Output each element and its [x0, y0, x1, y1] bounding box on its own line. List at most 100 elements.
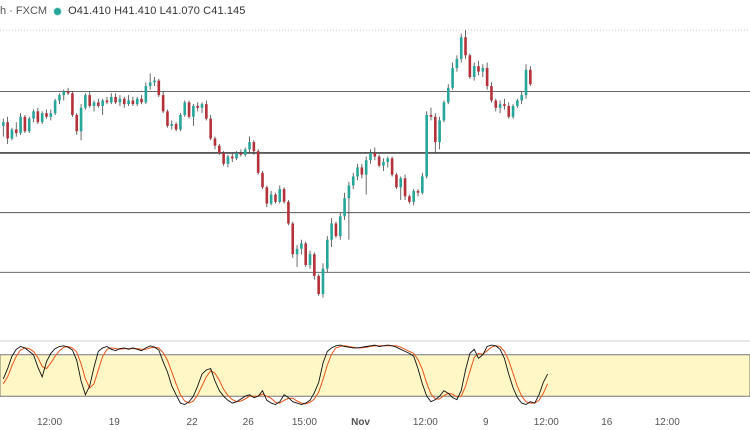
candle-body: [304, 243, 307, 266]
candle: [459, 33, 463, 63]
candle-body: [529, 69, 532, 85]
candle: [49, 109, 53, 121]
candle-body: [507, 105, 511, 117]
candle: [524, 64, 528, 99]
candle-body: [326, 239, 329, 269]
candle: [434, 113, 437, 153]
candle: [356, 163, 359, 181]
x-tick-label: 26: [243, 417, 255, 428]
candle-body: [58, 95, 61, 101]
candle-body: [334, 223, 338, 237]
candle: [218, 143, 221, 155]
candle-body: [356, 167, 359, 177]
candle: [62, 89, 66, 101]
candle: [416, 189, 420, 197]
candle: [269, 190, 273, 206]
candle: [110, 93, 113, 105]
candle: [131, 96, 135, 106]
candle-body: [6, 122, 9, 139]
candle: [399, 176, 403, 200]
candle-body: [239, 152, 243, 155]
candle-body: [252, 142, 256, 152]
candle-body: [75, 114, 79, 132]
candle-body: [161, 95, 165, 112]
candle-body: [429, 114, 433, 117]
candle: [291, 221, 295, 258]
candle-body: [274, 194, 277, 202]
candle-body: [79, 107, 83, 132]
candle: [45, 109, 48, 119]
candle-body: [148, 82, 152, 87]
stochastic-band: [0, 354, 750, 397]
candle: [360, 163, 364, 179]
candle: [114, 93, 117, 105]
candle-body: [369, 152, 372, 161]
candle-body: [287, 201, 290, 224]
candle-body: [421, 176, 424, 193]
candle: [135, 96, 139, 106]
candle-body: [88, 95, 91, 106]
candle: [390, 156, 394, 177]
candle: [101, 98, 104, 115]
candle-body: [218, 145, 221, 153]
candle-body: [230, 156, 234, 159]
candle: [516, 98, 519, 108]
candle-body: [248, 142, 251, 150]
candle: [71, 91, 74, 117]
candle: [213, 136, 217, 150]
candle-body: [114, 96, 117, 103]
candle-body: [62, 91, 66, 96]
candle: [118, 95, 122, 106]
candle-body: [209, 118, 212, 139]
candle: [529, 66, 532, 87]
candle: [84, 93, 87, 110]
candle: [153, 77, 156, 87]
candle-body: [511, 105, 515, 117]
candle-body: [53, 100, 57, 114]
candle: [421, 172, 424, 195]
candle-body: [403, 178, 407, 197]
candle: [32, 109, 35, 123]
candle: [40, 111, 44, 125]
candle-body: [278, 189, 282, 202]
candle: [425, 111, 428, 179]
candle-body: [101, 100, 104, 106]
symbol-label[interactable]: h · FXCM: [0, 5, 48, 17]
x-tick-label: 16: [601, 417, 613, 428]
candle: [66, 87, 70, 96]
candle-body: [19, 116, 22, 134]
x-tick-label: 19: [109, 417, 121, 428]
candle: [248, 136, 251, 153]
candle: [369, 149, 372, 164]
candle: [386, 156, 390, 168]
candle-body: [166, 111, 169, 126]
candle: [170, 120, 174, 130]
candle-body: [118, 98, 122, 103]
candle: [58, 93, 61, 105]
candle-body: [122, 98, 126, 105]
candle-body: [472, 66, 476, 78]
candle: [477, 60, 480, 76]
candle-body: [282, 189, 286, 202]
candle: [300, 239, 303, 255]
x-tick-label: 9: [483, 417, 489, 428]
candle-body: [503, 104, 506, 106]
candle: [481, 64, 485, 78]
candle-body: [490, 86, 493, 101]
candle-body: [10, 129, 14, 139]
candle: [88, 91, 91, 108]
candle-body: [135, 98, 139, 105]
candle: [351, 172, 355, 190]
candle-body: [256, 151, 260, 173]
candle: [75, 113, 79, 135]
candle: [265, 185, 269, 208]
candle-body: [343, 198, 346, 217]
candle: [347, 181, 351, 240]
candle-body: [183, 102, 187, 115]
candle: [507, 102, 511, 119]
candle: [187, 100, 191, 119]
candle-body: [153, 80, 156, 83]
candle: [252, 140, 256, 155]
candle-body: [105, 100, 109, 103]
